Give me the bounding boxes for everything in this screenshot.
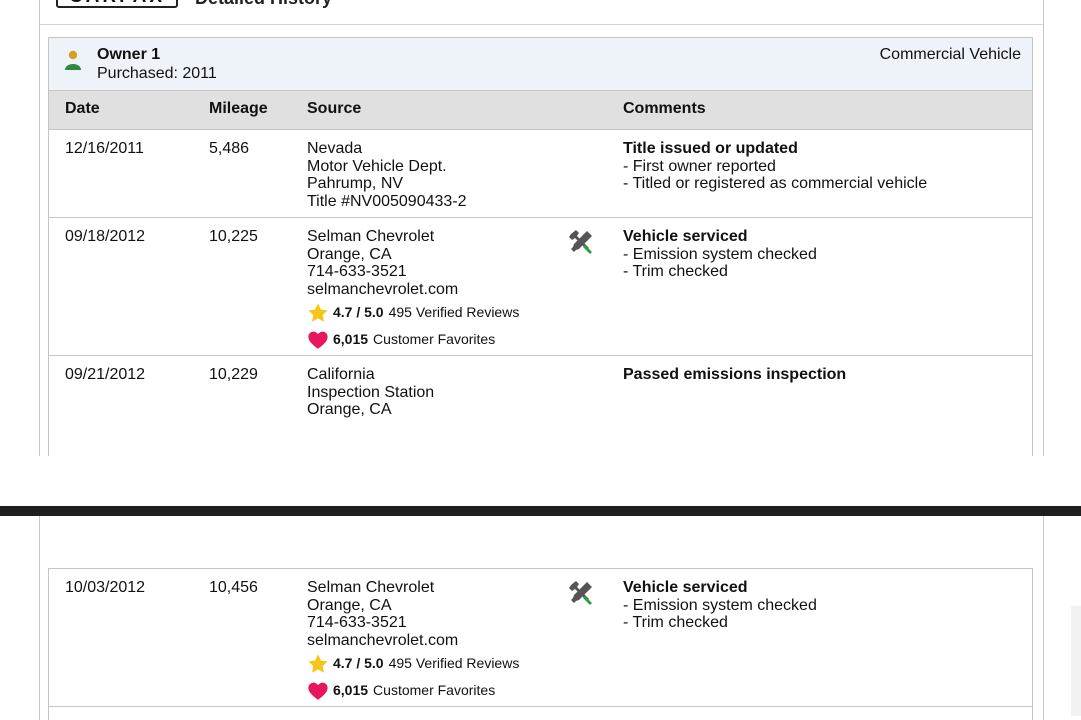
rating-value: 4.7 / 5.0 <box>333 304 384 321</box>
column-header-date: Date <box>65 100 100 117</box>
record-source: California Inspection Station Orange, CA <box>307 366 434 419</box>
comment-title: Vehicle serviced <box>623 579 748 596</box>
record-comments: Vehicle serviced - Emission system check… <box>623 579 817 632</box>
record-source: Nevada Motor Vehicle Dept. Pahrump, NV T… <box>307 140 467 210</box>
record-mileage: 10,456 <box>209 579 258 596</box>
source-line: Orange, CA <box>307 401 392 418</box>
record-date: 12/16/2011 <box>65 140 144 157</box>
record-comments: Title issued or updated - First owner re… <box>623 140 927 193</box>
owner-bar: Owner 1 Purchased: 2011 Commercial Vehic… <box>49 38 1032 90</box>
record-source: Selman Chevrolet Orange, CA 714-633-3521… <box>307 228 519 352</box>
heart-icon <box>308 331 328 349</box>
source-line: Orange, CA <box>307 245 392 263</box>
table-row: 09/21/2012 10,229 California Inspection … <box>49 356 1032 456</box>
owner-purchased: Purchased: 2011 <box>97 65 217 82</box>
dealer-name-link[interactable]: Selman Chevrolet <box>307 228 435 245</box>
carfax-logo: CARFAX <box>56 0 178 8</box>
dealer-favorites[interactable]: 6,015 Customer Favorites <box>307 679 519 703</box>
comment-line: - Trim checked <box>623 263 728 280</box>
record-comments: Passed emissions inspection <box>623 366 846 384</box>
table-row: 12/16/2011 5,486 Nevada Motor Vehicle De… <box>49 130 1032 218</box>
record-mileage: 10,225 <box>209 228 258 245</box>
history-frame: CARFAX Detailed History <box>39 0 1044 456</box>
comment-line: - Titled or registered as commercial veh… <box>623 175 928 192</box>
favorites-label: Customer Favorites <box>373 682 496 699</box>
dealer-website-link[interactable]: selmanchevrolet.com <box>307 280 459 298</box>
table-row: 10/03/2012 10,456 Selman Chevrolet Orang… <box>49 569 1032 707</box>
person-icon <box>65 50 81 70</box>
section-title: Detailed History <box>195 0 332 9</box>
history-frame <box>39 516 1044 720</box>
owner-name: Owner 1 <box>97 46 161 63</box>
review-count: 495 Verified Reviews <box>388 304 520 321</box>
rating-value: 4.7 / 5.0 <box>333 655 384 672</box>
column-header-row: Date Mileage Source Comments <box>49 90 1032 130</box>
column-header-source: Source <box>307 100 362 117</box>
record-date: 09/21/2012 <box>65 366 146 383</box>
star-icon <box>308 303 328 322</box>
comment-title: Vehicle serviced <box>623 228 748 245</box>
review-count: 495 Verified Reviews <box>388 655 520 672</box>
record-date: 10/03/2012 <box>65 579 146 596</box>
source-line: Title #NV005090433-2 <box>307 192 467 210</box>
dealer-favorites[interactable]: 6,015 Customer Favorites <box>307 328 519 352</box>
dealer-phone[interactable]: 714-633-3521 <box>307 263 407 280</box>
dealer-rating[interactable]: 4.7 / 5.0 495 Verified Reviews <box>307 652 519 676</box>
dealer-website-link[interactable]: selmanchevrolet.com <box>307 631 459 649</box>
source-line: Pahrump, NV <box>307 175 404 192</box>
record-comments: Vehicle serviced - Emission system check… <box>623 228 817 281</box>
record-mileage: 10,229 <box>209 366 258 383</box>
heart-icon <box>308 682 328 700</box>
vehicle-type: Commercial Vehicle <box>879 46 1021 63</box>
source-line: Inspection Station <box>307 383 435 401</box>
column-header-comments: Comments <box>623 100 706 117</box>
comment-title: Passed emissions inspection <box>623 366 847 383</box>
star-icon <box>308 654 328 673</box>
history-panel-top: CARFAX Detailed History Owner 1 Purchase… <box>39 0 1044 456</box>
comment-line: - First owner reported <box>623 157 776 175</box>
comment-line: - Trim checked <box>623 614 728 631</box>
dealer-phone[interactable]: 714-633-3521 <box>307 614 407 631</box>
record-source: Selman Chevrolet Orange, CA 714-633-3521… <box>307 579 519 703</box>
comment-title: Title issued or updated <box>623 140 798 157</box>
dealer-name-link[interactable]: Selman Chevrolet <box>307 579 435 596</box>
favorites-count: 6,015 <box>333 682 369 699</box>
source-line: California <box>307 366 375 383</box>
source-line: Orange, CA <box>307 596 392 614</box>
page-divider <box>0 506 1081 516</box>
page-gap <box>0 456 1081 506</box>
source-line: Motor Vehicle Dept. <box>307 157 447 175</box>
favorites-label: Customer Favorites <box>373 331 496 348</box>
wrench-screwdriver-icon <box>569 581 592 605</box>
dealer-rating[interactable]: 4.7 / 5.0 495 Verified Reviews <box>307 301 519 325</box>
record-mileage: 5,486 <box>209 140 250 157</box>
scrollbar-track[interactable] <box>1071 606 1081 716</box>
record-date: 09/18/2012 <box>65 228 146 245</box>
history-panel-bottom: 10/03/2012 10,456 Selman Chevrolet Orang… <box>0 516 1081 720</box>
history-table: Owner 1 Purchased: 2011 Commercial Vehic… <box>48 37 1033 456</box>
column-header-mileage: Mileage <box>209 100 268 117</box>
comment-line: - Emission system checked <box>623 596 817 614</box>
table-row: 09/18/2012 10,225 Selman Chevrolet Orang… <box>49 218 1032 356</box>
history-header: CARFAX Detailed History <box>40 0 1043 25</box>
history-table: 10/03/2012 10,456 Selman Chevrolet Orang… <box>48 568 1033 720</box>
wrench-screwdriver-icon <box>569 230 592 254</box>
source-line: Nevada <box>307 140 363 157</box>
comment-line: - Emission system checked <box>623 245 817 263</box>
favorites-count: 6,015 <box>333 331 369 348</box>
